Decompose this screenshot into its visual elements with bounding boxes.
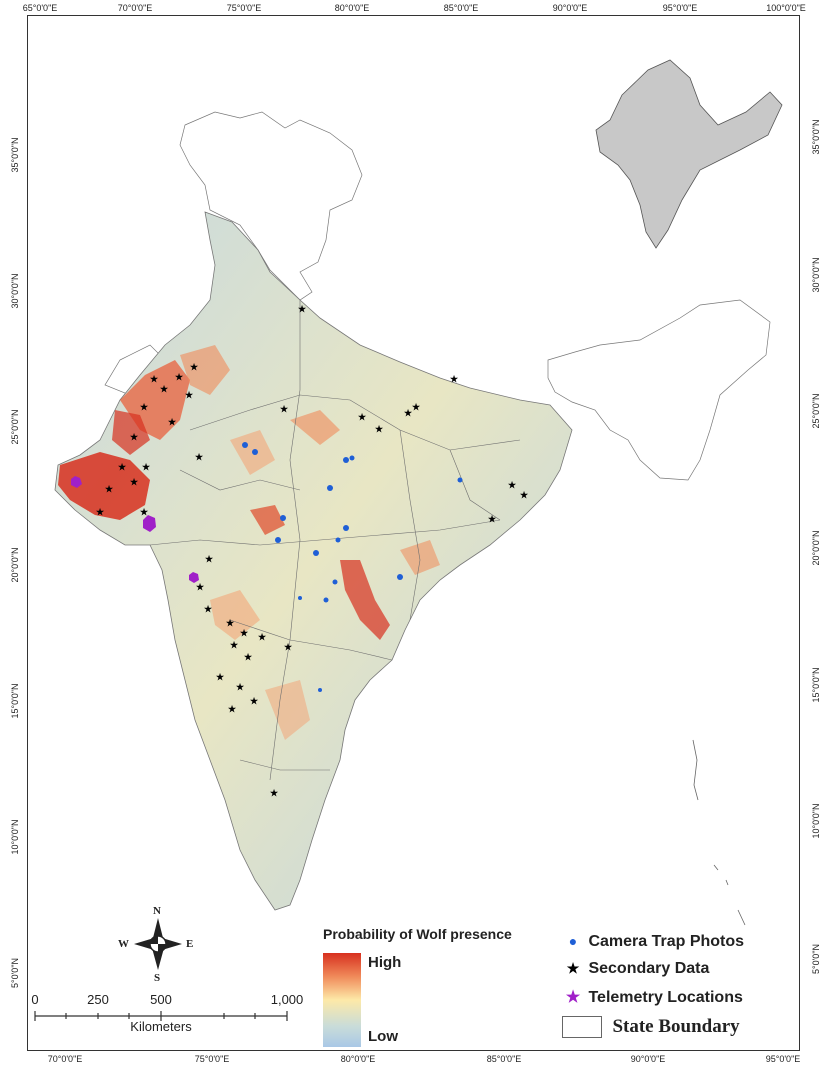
svg-text:★: ★ [190, 362, 199, 372]
legend-color-ramp [323, 953, 361, 1047]
lon-label: 70°0'0"E [117, 3, 153, 13]
lon-label: 90°0'0"E [552, 3, 588, 13]
inset-india-map [595, 59, 783, 249]
lon-label: 75°0'0"E [226, 3, 262, 13]
svg-text:★: ★ [244, 652, 253, 662]
legend-title: Probability of Wolf presence [323, 926, 512, 942]
svg-text:★: ★ [230, 640, 239, 650]
svg-text:★: ★ [160, 384, 169, 394]
compass-rose [134, 918, 182, 970]
boundary-swatch [562, 1016, 602, 1038]
svg-text:★: ★ [185, 390, 194, 400]
scale-label: 250 [87, 992, 109, 1007]
scale-units-label: Kilometers [130, 1019, 192, 1034]
lon-label: 70°0'0"E [47, 1054, 83, 1064]
telemetry-points [71, 476, 199, 583]
lon-label: 65°0'0"E [22, 3, 58, 13]
svg-text:★: ★ [508, 480, 517, 490]
svg-text:★: ★ [270, 788, 279, 798]
legend-state-boundary-label: State Boundary [612, 1016, 740, 1037]
svg-text:★: ★ [404, 408, 413, 418]
svg-text:★: ★ [105, 484, 114, 494]
compass-north-label: N [153, 905, 161, 917]
secondary-data-points: ★★★ ★★★ ★★★ ★★ ★ ★★★ ★★★ ★★★ ★★★ ★★★ ★★★ … [96, 304, 529, 798]
circle-marker-icon: ● [568, 933, 578, 949]
legend-low-label: Low [368, 1028, 398, 1045]
svg-text:★: ★ [358, 412, 367, 422]
svg-text:★: ★ [96, 507, 105, 517]
compass-west-label: W [118, 938, 129, 950]
svg-text:★: ★ [205, 554, 214, 564]
legend-secondary-data-label: Secondary Data [588, 960, 710, 977]
svg-text:★: ★ [142, 462, 151, 472]
lon-label: 95°0'0"E [662, 3, 698, 13]
svg-text:★: ★ [284, 642, 293, 652]
svg-text:★: ★ [298, 304, 307, 314]
svg-text:★: ★ [412, 402, 421, 412]
lon-label: 80°0'0"E [340, 1054, 376, 1064]
legend-telemetry-label: Telemetry Locations [588, 989, 743, 1006]
svg-text:★: ★ [280, 404, 289, 414]
legend-high-label: High [368, 954, 402, 971]
lon-label: 95°0'0"E [765, 1054, 801, 1064]
lon-label: 80°0'0"E [334, 3, 370, 13]
svg-text:★: ★ [204, 604, 213, 614]
state-boundaries [149, 300, 521, 781]
svg-text:★: ★ [196, 582, 205, 592]
legend-camera-trap: ● Camera Trap Photos [562, 933, 744, 951]
lon-label: 75°0'0"E [194, 1054, 230, 1064]
svg-text:★: ★ [130, 477, 139, 487]
svg-text:★: ★ [250, 696, 259, 706]
svg-text:★: ★ [375, 424, 384, 434]
compass-east-label: E [186, 938, 194, 950]
svg-text:★: ★ [488, 514, 497, 524]
svg-text:★: ★ [140, 402, 149, 412]
svg-text:★: ★ [195, 452, 204, 462]
svg-text:★: ★ [175, 372, 184, 382]
lon-label: 100°0'0"E [766, 3, 806, 13]
north-region-outline [179, 111, 363, 301]
legend-telemetry: ★ Telemetry Locations [562, 987, 743, 1007]
svg-text:★: ★ [168, 417, 177, 427]
legend-camera-trap-label: Camera Trap Photos [588, 933, 745, 950]
lon-label: 90°0'0"E [630, 1054, 666, 1064]
svg-text:★: ★ [228, 704, 237, 714]
svg-text:★: ★ [140, 507, 149, 517]
scale-bar [34, 1011, 288, 1021]
svg-text:★: ★ [150, 374, 159, 384]
lon-label: 85°0'0"E [443, 3, 479, 13]
northeast-region-outline [547, 299, 771, 481]
scale-label: 1,000 [270, 992, 304, 1007]
star-marker-icon: ★ [565, 989, 581, 1006]
scale-label: 0 [31, 992, 39, 1007]
svg-text:★: ★ [226, 618, 235, 628]
svg-text:★: ★ [236, 682, 245, 692]
svg-text:★: ★ [130, 432, 139, 442]
legend-secondary-data: ★ Secondary Data [562, 960, 710, 978]
svg-text:★: ★ [258, 632, 267, 642]
compass-south-label: S [154, 972, 161, 984]
star-marker-icon: ★ [566, 960, 580, 976]
svg-text:★: ★ [450, 374, 459, 384]
high-probability-patches [58, 345, 440, 740]
svg-text:★: ★ [216, 672, 225, 682]
svg-text:★: ★ [520, 490, 529, 500]
lon-label: 85°0'0"E [486, 1054, 522, 1064]
legend-state-boundary: State Boundary [562, 1016, 740, 1038]
andaman-islands [692, 739, 746, 926]
camera-trap-points [242, 442, 463, 692]
svg-text:★: ★ [118, 462, 127, 472]
svg-text:★: ★ [240, 628, 249, 638]
india-landmass [54, 211, 573, 911]
scale-label: 500 [150, 992, 172, 1007]
